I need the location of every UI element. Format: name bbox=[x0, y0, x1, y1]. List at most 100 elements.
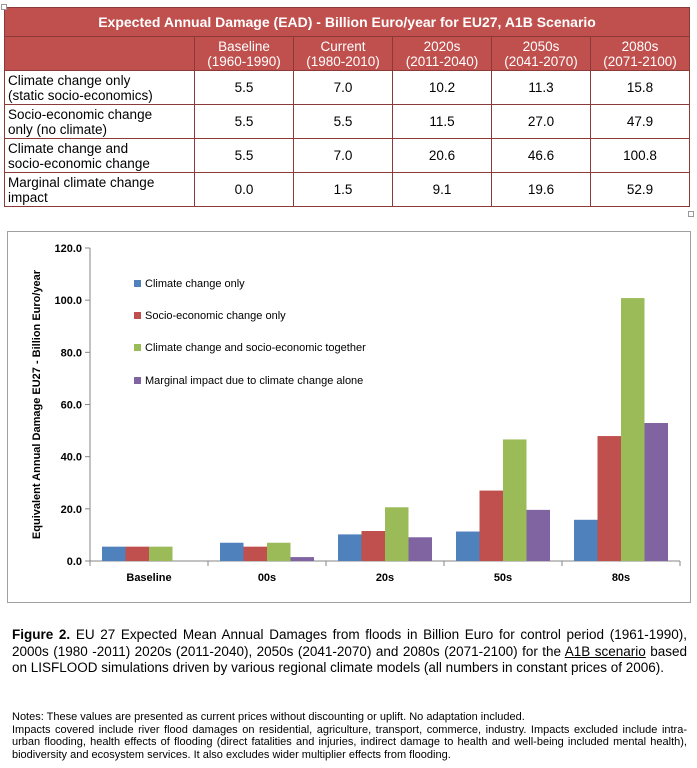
column-name: 2050s bbox=[522, 38, 560, 54]
table-cell: 11.3 bbox=[491, 70, 591, 105]
table-cell: 0.0 bbox=[194, 172, 294, 207]
bar bbox=[220, 542, 244, 561]
caption-scenario-link: A1B scenario bbox=[564, 643, 646, 659]
table-cell: 100.8 bbox=[589, 138, 691, 173]
notes-line: Notes: These values are presented as cur… bbox=[12, 711, 525, 723]
y-tick-label: 120.0 bbox=[54, 243, 82, 255]
legend-label: Socio-economic change only bbox=[145, 310, 286, 322]
x-tick-label: 00s bbox=[258, 572, 276, 584]
y-axis-label: Equivalent Annual Damage EU27 - Billion … bbox=[31, 269, 43, 539]
y-tick-label: 0.0 bbox=[67, 556, 82, 568]
table-resize-handle[interactable] bbox=[688, 211, 694, 217]
column-name: Baseline bbox=[218, 38, 270, 54]
bar bbox=[125, 546, 149, 561]
x-tick-label: 50s bbox=[494, 572, 512, 584]
table-cell: 11.5 bbox=[392, 104, 492, 139]
table-cell: 19.6 bbox=[491, 172, 591, 207]
table-row: Climate change only (static socio-economi… bbox=[4, 70, 691, 105]
legend-swatch bbox=[134, 280, 141, 287]
bar bbox=[597, 436, 621, 561]
table-cell: 5.5 bbox=[194, 104, 294, 139]
notes-paragraph: Impacts covered include river flood dama… bbox=[12, 723, 687, 761]
legend-label: Climate change and socio-economic togeth… bbox=[145, 342, 366, 354]
caption-text: EU 27 Expected Mean Annual Damages from … bbox=[12, 627, 688, 659]
table-row: Socio-economic change only (no climate) 5… bbox=[4, 104, 691, 139]
table-cell: 20.6 bbox=[392, 138, 492, 173]
bar bbox=[102, 546, 126, 561]
column-range: (2011-2040) bbox=[405, 53, 479, 69]
row-label: Climate change only (static socio-economi… bbox=[4, 70, 195, 105]
chart-bars bbox=[102, 298, 668, 561]
caption-text-end: based on LISFLOOD simulations driven by … bbox=[12, 643, 687, 676]
caption-label: Figure 2. bbox=[12, 627, 71, 642]
table-resize-handle[interactable] bbox=[1, 4, 7, 10]
column-name: 2020s bbox=[423, 38, 461, 54]
bar bbox=[479, 490, 503, 561]
bar bbox=[267, 542, 291, 561]
column-range: (2071-2100) bbox=[603, 53, 677, 69]
row-label: Marginal climate change impact bbox=[4, 172, 195, 207]
chart-legend: Climate change only Socio-economic change… bbox=[134, 278, 366, 387]
table-cell: 9.1 bbox=[392, 172, 492, 207]
bar bbox=[503, 439, 527, 561]
bar bbox=[361, 531, 385, 561]
column-name: Current bbox=[320, 38, 366, 54]
table-cell: 15.8 bbox=[589, 70, 691, 105]
table-header-empty bbox=[4, 36, 195, 71]
row-label: Climate change and socio-economic change bbox=[4, 138, 195, 173]
bar bbox=[621, 298, 645, 561]
bar bbox=[338, 534, 362, 561]
column-header: 2080s (2071-2100) bbox=[589, 36, 691, 71]
legend-label: Climate change only bbox=[145, 278, 245, 290]
bar bbox=[149, 546, 173, 561]
column-range: (1980-2010) bbox=[306, 53, 380, 69]
x-tick-label: 80s bbox=[612, 572, 630, 584]
table-header-row: Baseline (1960-1990) Current (1980-2010) 2… bbox=[4, 36, 691, 71]
column-header: Baseline (1960-1990) bbox=[194, 36, 294, 71]
notes: Notes: These values are presented as cur… bbox=[12, 711, 687, 761]
table-cell: 7.0 bbox=[293, 138, 393, 173]
table-cell: 10.2 bbox=[392, 70, 492, 105]
legend-swatch bbox=[134, 344, 141, 351]
column-range: (2041-2070) bbox=[504, 53, 578, 69]
x-tick-label: Baseline bbox=[126, 572, 171, 584]
x-tick-label: 20s bbox=[376, 572, 394, 584]
table-cell: 46.6 bbox=[491, 138, 591, 173]
bar bbox=[526, 509, 550, 561]
chart-frame: 0.0 20.0 40.0 60.0 80.0 100.0 120.0 Equivalent … bbox=[7, 231, 691, 603]
figure-caption: Figure 2. EU 27 Expected Mean Annual Dam… bbox=[12, 627, 687, 677]
table-cell: 27.0 bbox=[491, 104, 591, 139]
bar bbox=[408, 537, 432, 561]
table-cell: 52.9 bbox=[589, 172, 691, 207]
legend-swatch bbox=[134, 377, 141, 384]
y-tick-label: 60.0 bbox=[61, 400, 82, 412]
table-cell: 1.5 bbox=[293, 172, 393, 207]
bar bbox=[574, 519, 598, 561]
y-tick-label: 100.0 bbox=[54, 295, 82, 307]
bar bbox=[385, 507, 409, 561]
table-cell: 5.5 bbox=[194, 138, 294, 173]
table-cell: 47.9 bbox=[589, 104, 691, 139]
table-title-row: Expected Annual Damage (EAD) - Billion E… bbox=[3, 7, 691, 37]
bar bbox=[290, 557, 314, 561]
row-label: Socio-economic change only (no climate) bbox=[4, 104, 195, 139]
bar bbox=[456, 531, 480, 561]
y-tick-label: 40.0 bbox=[61, 452, 82, 464]
table-row: Marginal climate change impact 0.0 1.5 9.… bbox=[4, 172, 691, 207]
column-range: (1960-1990) bbox=[207, 53, 281, 69]
table-cell: 7.0 bbox=[293, 70, 393, 105]
table-cell: 5.5 bbox=[293, 104, 393, 139]
column-header: 2050s (2041-2070) bbox=[491, 36, 591, 71]
bar bbox=[644, 423, 668, 561]
column-name: 2080s bbox=[621, 38, 659, 54]
bar-chart: 0.0 20.0 40.0 60.0 80.0 100.0 120.0 Equivalent … bbox=[31, 243, 681, 584]
chart-axes: 0.0 20.0 40.0 60.0 80.0 100.0 120.0 Equivalent … bbox=[31, 243, 681, 584]
column-header: 2020s (2011-2040) bbox=[392, 36, 492, 71]
column-header: Current (1980-2010) bbox=[293, 36, 393, 71]
table-row: Climate change and socio-economic change … bbox=[4, 138, 691, 173]
bar bbox=[243, 546, 267, 561]
legend-swatch bbox=[134, 312, 141, 319]
y-tick-label: 20.0 bbox=[61, 504, 82, 516]
y-tick-label: 80.0 bbox=[61, 347, 82, 359]
table-title: Expected Annual Damage (EAD) - Billion E… bbox=[3, 7, 691, 37]
